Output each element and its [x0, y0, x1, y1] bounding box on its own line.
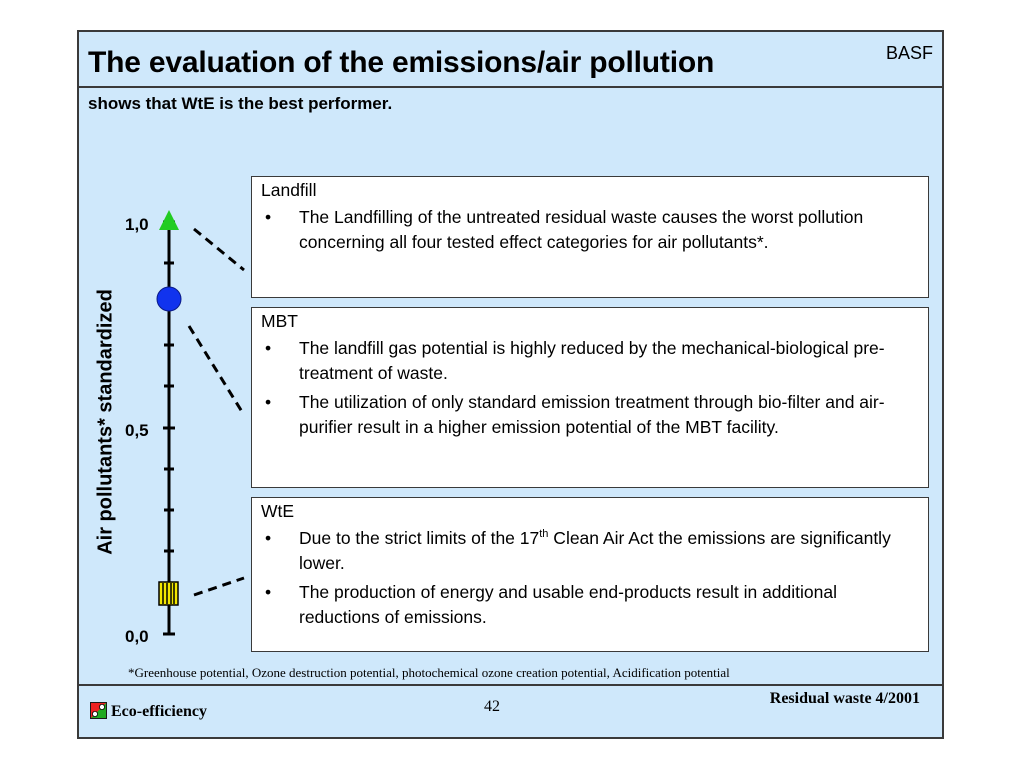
footer-divider	[79, 684, 942, 686]
bullet-glyph: •	[265, 528, 272, 548]
bullet-glyph: •	[265, 582, 272, 602]
tick-label-0: 0,0	[125, 627, 149, 646]
page-number: 42	[484, 698, 500, 715]
slide-header: The evaluation of the emissions/air poll…	[79, 32, 942, 88]
wte-bullet-text-2: The production of energy and usable end-…	[299, 582, 837, 627]
slide-subtitle: shows that WtE is the best performer.	[88, 94, 393, 113]
eco-efficiency-logo-icon	[90, 702, 107, 719]
slide: The evaluation of the emissions/air poll…	[77, 30, 944, 739]
bullet-glyph: •	[265, 338, 272, 358]
wte-bullet-1: • Due to the strict limits of the 17th C…	[261, 526, 920, 575]
wte-bullet-text-1a: Due to the strict limits of the 17	[299, 528, 540, 548]
brand-label: BASF	[885, 43, 933, 63]
bullet-glyph: •	[265, 392, 272, 412]
wte-bullet-text-1b: Clean Air Act the emissions are signific…	[299, 528, 891, 573]
mbt-box: MBT • The landfill gas potential is high…	[251, 307, 929, 488]
landfill-bullet-1: • The Landfilling of the untreated resid…	[261, 205, 920, 254]
mbt-bullet-text-2: The utilization of only standard emissio…	[299, 392, 885, 437]
wte-bullet-2: • The production of energy and usable en…	[261, 580, 920, 629]
slide-title: The evaluation of the emissions/air poll…	[88, 46, 715, 79]
mbt-heading: MBT	[261, 311, 298, 331]
mbt-bullet-1: • The landfill gas potential is highly r…	[261, 336, 920, 385]
landfill-box: Landfill • The Landfilling of the untrea…	[251, 176, 929, 298]
landfill-bullet-text: The Landfilling of the untreated residua…	[299, 207, 864, 252]
wte-marker	[158, 581, 179, 606]
bullet-glyph: •	[265, 207, 272, 227]
mbt-bullet-2: • The utilization of only standard emiss…	[261, 390, 920, 439]
wte-bullet-sup: th	[539, 528, 549, 541]
tick-label-1: 1,0	[125, 215, 149, 234]
connector-mbt	[187, 325, 246, 416]
mbt-bullet-text-1: The landfill gas potential is highly red…	[299, 338, 885, 383]
wte-box: WtE • Due to the strict limits of the 17…	[251, 497, 929, 652]
footnote: *Greenhouse potential, Ozone destruction…	[128, 665, 730, 680]
wte-heading: WtE	[261, 501, 295, 521]
connector-wte	[193, 576, 245, 597]
mbt-marker	[156, 286, 182, 312]
footer-document-ref: Residual waste 4/2001	[769, 690, 920, 707]
connector-landfill	[193, 227, 245, 272]
emission-scale: 1,0 0,5 0,0	[125, 210, 246, 646]
footer-eco-efficiency: Eco-efficiency	[111, 703, 207, 720]
landfill-heading: Landfill	[261, 180, 317, 200]
landfill-marker	[159, 210, 179, 230]
tick-label-05: 0,5	[125, 421, 149, 440]
